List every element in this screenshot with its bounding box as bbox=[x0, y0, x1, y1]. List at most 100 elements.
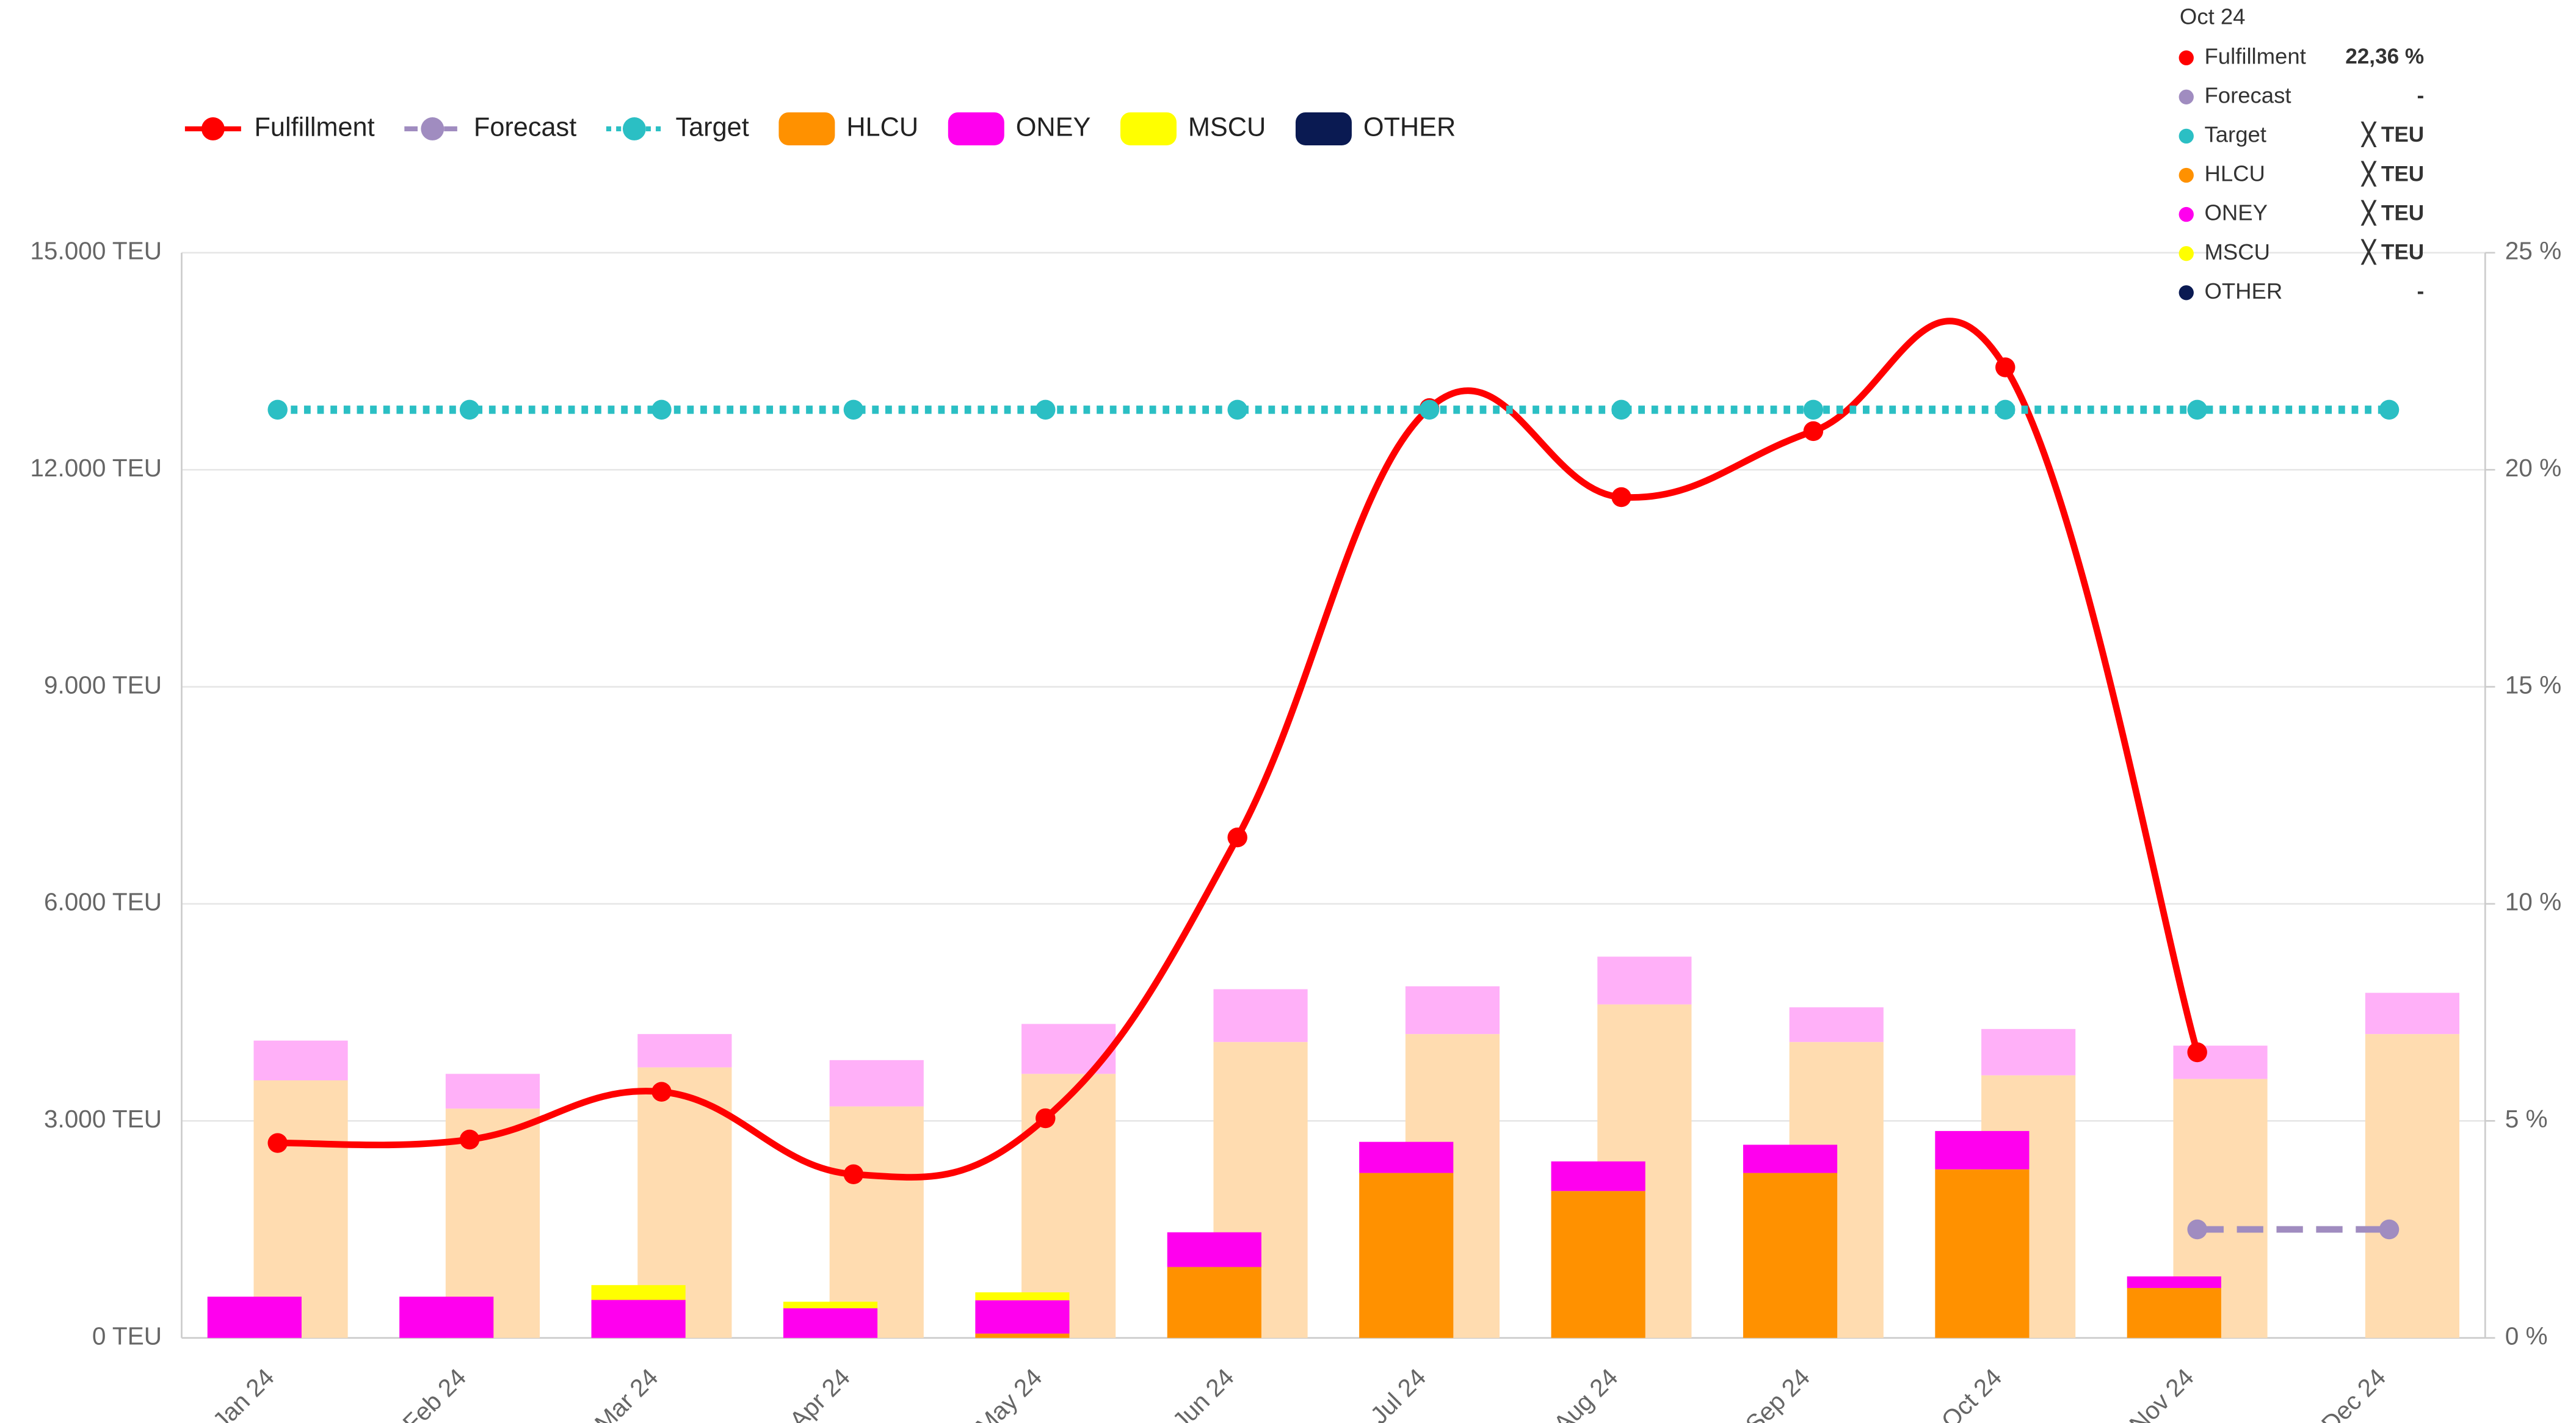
tooltip-name: ONEY bbox=[2204, 200, 2267, 225]
x-tick-label: Sep 24 bbox=[1740, 1363, 1815, 1423]
legend-label: Fulfillment bbox=[254, 112, 374, 142]
x-tick-label: Aug 24 bbox=[1548, 1363, 1623, 1423]
line-point bbox=[267, 399, 288, 420]
reference-bar bbox=[829, 1060, 924, 1107]
y2-tick-label: 10 % bbox=[2505, 888, 2561, 916]
line-point bbox=[459, 399, 480, 420]
reference-bar bbox=[2365, 992, 2459, 1035]
bar bbox=[2127, 1276, 2221, 1288]
tooltip-dot bbox=[2179, 50, 2194, 65]
x-tick-label: Jul 24 bbox=[1365, 1363, 1431, 1423]
legend-label: MSCU bbox=[1188, 112, 1266, 142]
reference-bar bbox=[1021, 1024, 1116, 1074]
tooltip-name: Target bbox=[2204, 122, 2266, 147]
bar bbox=[1167, 1267, 1261, 1338]
legend-marker bbox=[622, 117, 646, 140]
x-tick-label: Feb 24 bbox=[397, 1363, 471, 1423]
y-tick-label: 15.000 TEU bbox=[30, 237, 162, 265]
tooltip-value: ╳ TEU bbox=[2360, 238, 2424, 264]
bar bbox=[1743, 1173, 1838, 1338]
tooltip-value: 22,36 % bbox=[2345, 45, 2424, 68]
legend-label: ONEY bbox=[1016, 112, 1091, 142]
line-point bbox=[1419, 399, 1440, 420]
legend-label: Target bbox=[675, 112, 749, 142]
reference-bar bbox=[253, 1040, 348, 1080]
reference-bar bbox=[445, 1074, 540, 1109]
tooltip-name: Fulfillment bbox=[2204, 43, 2306, 68]
y-tick-label: 6.000 TEU bbox=[44, 888, 162, 916]
line-point bbox=[843, 399, 864, 420]
x-tick-label: Dec 24 bbox=[2316, 1363, 2391, 1423]
bar bbox=[207, 1297, 302, 1338]
tooltip-value: ╳ TEU bbox=[2360, 199, 2424, 225]
bar bbox=[1935, 1169, 2030, 1338]
line-point bbox=[1995, 399, 2015, 420]
bar bbox=[1551, 1191, 1645, 1338]
line-point bbox=[267, 1133, 288, 1153]
line-point bbox=[2187, 1042, 2207, 1063]
tooltip-dot bbox=[2179, 89, 2194, 104]
tooltip-title: Oct 24 bbox=[2180, 4, 2246, 29]
bar bbox=[2127, 1287, 2221, 1338]
x-tick-label: Oct 24 bbox=[1936, 1363, 2007, 1423]
reference-bar bbox=[637, 1034, 732, 1068]
x-tick-label: Nov 24 bbox=[2124, 1363, 2199, 1423]
bar bbox=[1551, 1161, 1645, 1192]
legend-label: OTHER bbox=[1363, 112, 1456, 142]
y-tick-label: 0 TEU bbox=[92, 1322, 162, 1350]
tooltip-value: - bbox=[2417, 84, 2424, 107]
line-point bbox=[651, 399, 672, 420]
line-point bbox=[2187, 399, 2207, 420]
reference-bar bbox=[1405, 986, 1500, 1035]
reference-bar bbox=[2173, 1046, 2268, 1079]
tooltip-name: OTHER bbox=[2204, 278, 2282, 304]
legend-marker bbox=[948, 112, 1004, 146]
y-tick-label: 12.000 TEU bbox=[30, 454, 162, 482]
tooltip-dot bbox=[2179, 285, 2194, 300]
reference-bar bbox=[1789, 1007, 1884, 1043]
bar bbox=[1359, 1173, 1454, 1338]
line-point bbox=[1227, 827, 1247, 848]
line-point bbox=[459, 1129, 480, 1150]
line-point bbox=[1611, 487, 1631, 508]
y2-tick-label: 0 % bbox=[2505, 1322, 2548, 1350]
legend-marker bbox=[1295, 112, 1352, 146]
line-point bbox=[1995, 357, 2015, 377]
y-tick-label: 3.000 TEU bbox=[44, 1105, 162, 1133]
reference-bar bbox=[2365, 1034, 2459, 1338]
reference-bar bbox=[1981, 1028, 2076, 1075]
bar bbox=[591, 1300, 686, 1338]
line-point bbox=[1803, 421, 1824, 442]
line-point bbox=[1227, 399, 1247, 420]
tooltip-dot bbox=[2179, 206, 2194, 222]
legend-marker bbox=[421, 117, 444, 140]
line-point bbox=[1036, 399, 1056, 420]
tooltip-name: HLCU bbox=[2204, 161, 2265, 186]
bar bbox=[1167, 1232, 1261, 1267]
legend-label: Forecast bbox=[474, 112, 576, 142]
line-point bbox=[843, 1164, 864, 1184]
x-tick-label: Apr 24 bbox=[784, 1363, 855, 1423]
x-tick-label: May 24 bbox=[970, 1363, 1048, 1423]
tooltip-value: ╳ TEU bbox=[2360, 121, 2424, 147]
bar bbox=[1359, 1141, 1454, 1173]
x-tick-label: Jun 24 bbox=[1167, 1363, 1239, 1423]
tooltip-name: MSCU bbox=[2204, 239, 2269, 264]
legend-marker bbox=[1120, 112, 1177, 146]
line-point bbox=[1611, 399, 1631, 420]
y-tick-label: 9.000 TEU bbox=[44, 671, 162, 699]
line-point bbox=[2379, 1219, 2400, 1240]
y2-tick-label: 25 % bbox=[2505, 237, 2561, 265]
line-point bbox=[1036, 1108, 1056, 1129]
tooltip-name: Forecast bbox=[2204, 82, 2291, 107]
y2-tick-label: 5 % bbox=[2505, 1105, 2548, 1133]
bar bbox=[783, 1308, 878, 1338]
y2-tick-label: 15 % bbox=[2505, 671, 2561, 699]
x-tick-label: Mar 24 bbox=[589, 1363, 664, 1423]
line-point bbox=[1803, 399, 1824, 420]
line-point bbox=[2379, 399, 2400, 420]
legend-marker bbox=[201, 117, 225, 140]
x-tick-label: Jan 24 bbox=[207, 1363, 280, 1423]
